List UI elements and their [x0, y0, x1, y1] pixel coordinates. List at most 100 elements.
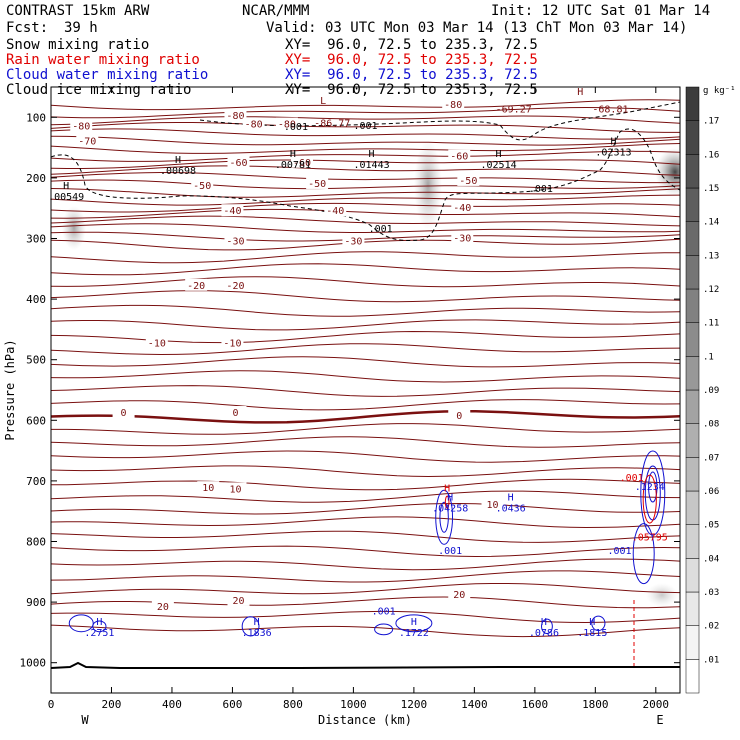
extremum-mark: H: [175, 155, 181, 166]
isotherm-label-bg: [275, 117, 298, 130]
isotherm-label: 0: [121, 408, 127, 419]
colorbar-label: .01: [703, 655, 719, 665]
isotherm-line: [51, 99, 680, 111]
field-name-snow: Snow mixing ratio: [6, 37, 150, 53]
colorbar-label: .13: [703, 251, 719, 261]
isotherm-label-bg: [224, 406, 247, 419]
isotherm-line: [51, 399, 680, 411]
extremum-value: .0786: [529, 628, 559, 639]
isotherm-line: [51, 150, 680, 162]
field-name-rain: Rain water mixing ratio: [6, 52, 200, 68]
plot-frame: [50, 86, 681, 694]
isotherm-label: -30: [453, 234, 471, 245]
x-axis-label: Distance (km): [318, 713, 412, 727]
cloud-water-contour: [591, 615, 606, 632]
colorbar-unit: g kg⁻¹: [703, 86, 736, 96]
isotherm-label-bg: [221, 204, 244, 217]
y-tick-label: 200: [26, 172, 46, 185]
extremum-value: .001: [284, 122, 308, 133]
field-xy-snow: XY= 96.0, 72.5 to 235.3, 72.5: [285, 37, 538, 53]
isotherm-label-bg: [457, 173, 480, 186]
forecast-label: Fcst:: [6, 20, 49, 36]
extremum-value: .001: [369, 224, 393, 235]
cloud-water-contour: [435, 489, 454, 545]
isotherm-line: [51, 215, 680, 227]
isotherm-label: -50: [308, 179, 326, 190]
isotherm-label: -40: [223, 206, 241, 217]
isotherm-line: [51, 436, 680, 448]
isotherm-label: -10: [223, 338, 241, 349]
isotherm-line: [51, 330, 680, 344]
x-tick-label: 1800: [582, 698, 609, 711]
isotherm-line: [51, 115, 680, 126]
isotherm-label-bg: [224, 482, 247, 495]
east-label: E: [656, 713, 663, 727]
extremum-value: .02313: [595, 148, 631, 159]
isotherm-line: [51, 410, 680, 424]
isotherm-line: [51, 558, 680, 571]
isotherm-line: [51, 490, 680, 503]
cloud-water-contour: [374, 623, 394, 636]
isotherm-line: [51, 143, 680, 154]
colorbar-cell: [685, 490, 700, 525]
isotherm-label-bg: [76, 134, 99, 147]
isotherm-line: [51, 159, 680, 169]
colorbar-cell: [685, 187, 700, 222]
x-tick-label: 600: [223, 698, 243, 711]
isotherm-line: [51, 502, 680, 515]
colorbar-cell: [685, 120, 700, 155]
field-xy-rain: XY= 96.0, 72.5 to 235.3, 72.5: [285, 52, 538, 68]
isotherm-label: -60: [293, 158, 311, 169]
extremum-mark: H: [290, 149, 296, 160]
isotherm-label-bg: [197, 481, 220, 494]
ice-shading-west: [62, 206, 86, 250]
x-tick-label: 1200: [401, 698, 428, 711]
extremum-value: .00698: [160, 166, 196, 177]
y-tick-label: 500: [26, 354, 46, 367]
isotherm-line: [51, 478, 680, 491]
isotherm-line: [51, 263, 680, 276]
extremum-value: .01443: [353, 160, 389, 171]
isotherm-label: -40: [453, 203, 471, 214]
extremum-value: .1722: [399, 628, 429, 639]
isotherm-label-bg: [151, 599, 174, 612]
cloud-water-contour: [632, 523, 655, 585]
colorbar-cell: [685, 86, 700, 121]
colorbar-cell: [685, 659, 700, 694]
isotherm-label: -80: [245, 120, 263, 131]
isotherm-label-bg: [191, 178, 214, 191]
isotherm-label: -80: [444, 100, 462, 111]
isotherm-label-bg: [185, 278, 208, 291]
extremum-mark: H: [96, 617, 102, 628]
y-axis-label: Pressure (hPa): [3, 339, 17, 440]
isotherm-label: -80: [72, 121, 90, 132]
colorbar-label: .17: [703, 117, 719, 127]
isotherm-label: -60: [229, 158, 247, 169]
isotherm-label-bg: [221, 336, 244, 349]
colorbar-cell: [685, 322, 700, 357]
extremum-mark: H: [577, 87, 583, 98]
isotherm-line: [51, 423, 680, 435]
isotherm-line: [51, 171, 680, 184]
isotherm-label-bg: [448, 409, 471, 422]
isotherm-line: [51, 290, 680, 303]
extremum-value: .1836: [242, 628, 272, 639]
isotherm-label: -20: [187, 281, 205, 292]
isotherm-line: [51, 343, 680, 356]
extremum-mark: H: [254, 617, 260, 628]
isotherm-label-bg: [224, 234, 247, 247]
extremum-value: .001: [607, 546, 631, 557]
isotherm-line: [51, 570, 680, 583]
cloud-water-contour: [92, 620, 107, 633]
y-tick-label: 400: [26, 293, 46, 306]
extremum-mark: H: [610, 137, 616, 148]
extremum-mark: L: [320, 96, 326, 107]
isotherm-line: [51, 276, 680, 288]
colorbar-label: .07: [703, 453, 719, 463]
cloud-water-contour: [241, 616, 260, 637]
isotherm-label: -20: [226, 281, 244, 292]
isotherm-label-bg: [112, 406, 135, 419]
colorbar: .01 .02 .03 .04 .05 .06 .07 .08 .09 .1 .11 .12 .13 .1…: [685, 86, 719, 694]
colorbar-label: .04: [703, 554, 719, 564]
isotherm-label-bg: [145, 336, 168, 349]
